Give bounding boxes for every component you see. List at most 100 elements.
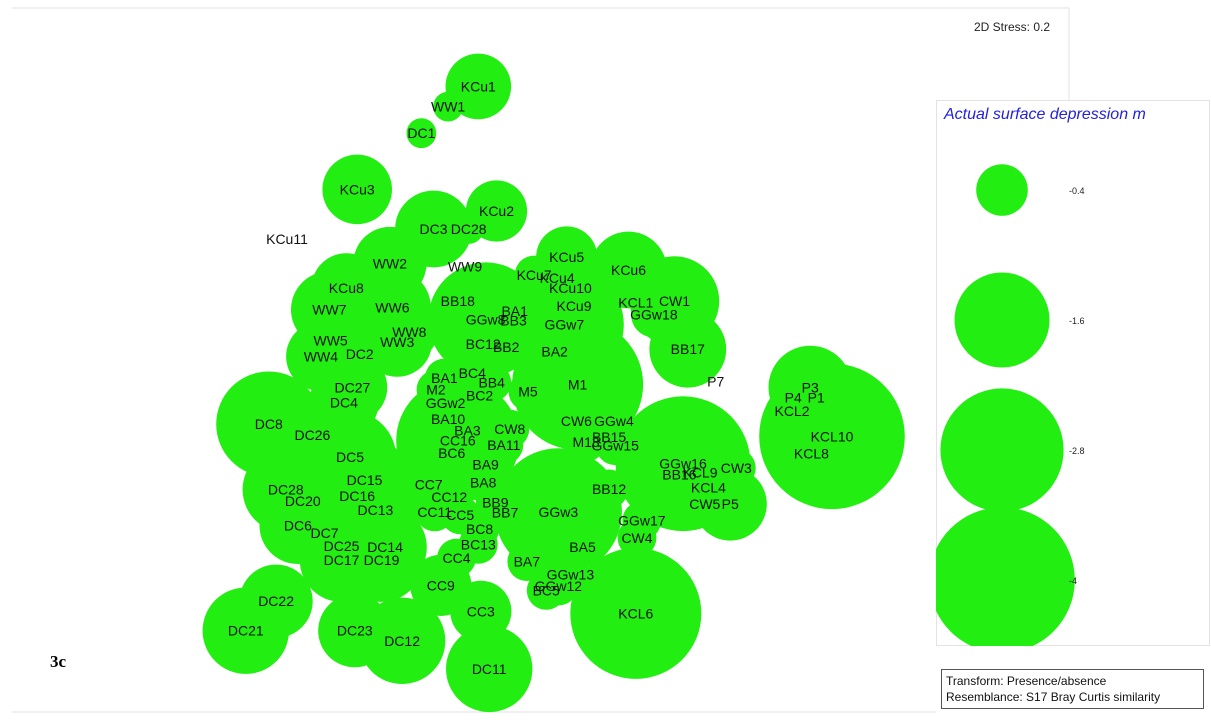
point-label-ww1: WW1	[431, 99, 465, 115]
point-label-dc15: DC15	[347, 472, 383, 488]
point-label-ww9: WW9	[448, 258, 482, 274]
point-label-dc23: DC23	[337, 623, 373, 639]
point-label-kcu4: KCu4	[540, 270, 575, 286]
point-label-dc4: DC4	[330, 395, 358, 411]
point-label-kcu1: KCu1	[461, 78, 496, 94]
point-label-p4: P4	[785, 389, 802, 405]
point-label-kcl1: KCL1	[618, 294, 653, 310]
analysis-notes: Transform: Presence/absence Resemblance:…	[941, 669, 1204, 709]
point-label-ggw15: GGw15	[591, 438, 639, 454]
point-label-kcu6: KCu6	[611, 262, 646, 278]
bubble-dc12	[358, 597, 446, 684]
point-label-kcu5: KCu5	[549, 249, 584, 265]
point-label-kcu7: KCu7	[517, 267, 552, 283]
point-label-bb12: BB12	[592, 481, 626, 497]
point-label-dc20: DC20	[285, 493, 321, 509]
bubble-p5	[693, 467, 767, 541]
point-label-bc4: BC4	[459, 365, 486, 381]
point-label-ggw8: GGw8	[466, 312, 506, 328]
point-label-dc3: DC3	[419, 221, 447, 237]
point-label-ggw17: GGw17	[618, 513, 666, 529]
bubble-dc1	[406, 118, 437, 149]
point-label-ggw13: GGw13	[547, 567, 595, 583]
point-label-ggw4: GGw4	[594, 413, 634, 429]
point-label-ww6: WW6	[375, 299, 409, 315]
bubble-dc17	[299, 518, 384, 602]
legend-bubbles	[936, 164, 1075, 646]
point-label-bc6: BC6	[438, 445, 465, 461]
bubble-ww3	[362, 307, 433, 377]
legend-label: -0.4	[1069, 186, 1085, 196]
point-label-dc5: DC5	[336, 449, 364, 465]
point-label-bc8: BC8	[466, 521, 493, 537]
bubble-kcl8	[792, 434, 831, 473]
point-label-bc2: BC2	[466, 387, 493, 403]
legend-title: Actual surface depression m	[944, 106, 1146, 123]
point-label-ba11: BA11	[487, 437, 520, 453]
point-label-kcl6: KCL6	[618, 605, 653, 621]
point-label-ba7: BA7	[514, 554, 541, 570]
point-label-bb18: BB18	[441, 293, 475, 309]
point-label-bb4: BB4	[478, 374, 505, 390]
point-label-dc1: DC1	[407, 125, 435, 141]
point-label-dc11: DC11	[472, 661, 507, 677]
point-label-cc3: CC3	[467, 603, 495, 619]
point-label-ggw2: GGw2	[426, 395, 466, 411]
legend-bubble	[940, 388, 1064, 512]
point-label-ba8: BA8	[470, 474, 497, 490]
point-label-cc7: CC7	[415, 477, 443, 493]
point-label-kcl9: KCL9	[682, 464, 717, 480]
point-label-ww3: WW3	[380, 334, 414, 350]
point-label-ww4: WW4	[304, 348, 338, 364]
point-label-dc12: DC12	[384, 633, 420, 649]
point-label-p5: P5	[722, 496, 739, 512]
point-label-bc12: BC12	[466, 336, 501, 352]
bubble-cw5	[685, 484, 725, 524]
point-label-kcu2: KCu2	[479, 203, 514, 219]
point-label-cc4: CC4	[442, 550, 470, 566]
point-label-ba1: BA1	[501, 303, 528, 319]
bubble-ww1	[433, 91, 463, 122]
point-label-dc28: DC28	[268, 482, 304, 498]
point-label-dc8: DC8	[255, 416, 283, 432]
point-label-kcu10: KCu10	[549, 280, 592, 296]
legend-bubble	[936, 507, 1075, 646]
legend-bubble	[976, 164, 1028, 216]
point-label-cc12: CC12	[431, 489, 467, 505]
point-label-dc6: DC6	[284, 518, 312, 534]
legend-label: -4	[1069, 576, 1078, 586]
point-label-ba10: BA10	[431, 411, 465, 427]
point-label-cw6: CW6	[561, 413, 592, 429]
bubble-bb2	[486, 327, 526, 367]
point-label-kcl2: KCL2	[774, 403, 809, 419]
point-label-ww5: WW5	[313, 333, 347, 349]
point-label-bb3: BB3	[500, 312, 527, 328]
point-label-dc16: DC16	[339, 488, 375, 504]
point-label-cw3: CW3	[721, 460, 752, 476]
point-label-bb15: BB15	[592, 429, 626, 445]
point-label-dc26: DC26	[295, 427, 331, 443]
point-label-dc22: DC22	[258, 593, 294, 609]
point-label-dc25: DC25	[324, 538, 360, 554]
bubble-dc11	[446, 625, 533, 713]
point-label-bb16: BB16	[662, 467, 696, 483]
point-label-cw5: CW5	[689, 496, 720, 512]
point-label-cc5: CC5	[446, 507, 474, 523]
point-label-bc5: BC5	[533, 582, 560, 598]
bubble-kcl10	[759, 363, 905, 510]
bubble-ba7	[507, 542, 547, 581]
bubble-kcu3	[322, 154, 393, 225]
point-label-p3: P3	[802, 379, 819, 395]
point-label-bb2: BB2	[493, 339, 520, 355]
point-label-kcl4: KCL4	[691, 479, 726, 495]
point-label-cw1: CW1	[659, 293, 690, 309]
point-label-ba3: BA3	[454, 423, 481, 439]
point-label-dc21: DC21	[228, 623, 264, 639]
point-label-cc9: CC9	[427, 577, 455, 593]
resemblance-note: Resemblance: S17 Bray Curtis similarity	[946, 690, 1161, 704]
point-label-m5: M5	[518, 384, 538, 400]
point-label-bb9: BB9	[482, 495, 509, 511]
transform-note: Transform: Presence/absence	[946, 674, 1107, 688]
point-label-ww7: WW7	[312, 302, 346, 318]
point-label-ggw7: GGw7	[544, 317, 584, 333]
